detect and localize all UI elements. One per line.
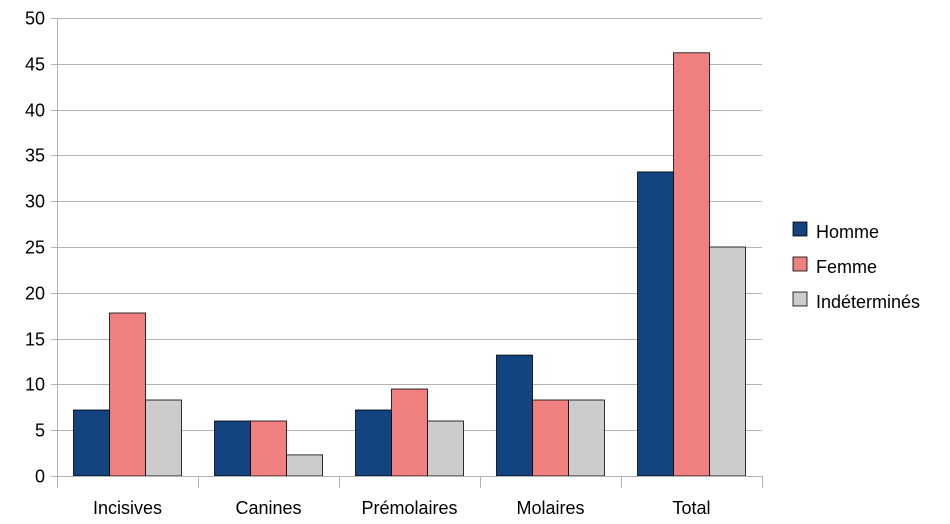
legend-swatch [792, 256, 808, 272]
bar-femme-prmolaires [391, 388, 428, 477]
y-tick-label: 25 [25, 238, 45, 258]
y-axis-ticks: 0 5 10 15 20 25 30 35 40 45 50 [25, 9, 45, 487]
x-tick-label: Incisives [93, 498, 162, 518]
y-tick-label: 50 [25, 9, 45, 29]
bars [73, 52, 746, 477]
y-tick-label: 5 [35, 421, 45, 441]
y-tick-label: 45 [25, 55, 45, 75]
bar-femme-incisives [109, 312, 146, 477]
bar-homme-canines [214, 420, 251, 477]
legend-label: Indéterminés [816, 292, 920, 312]
bar-homme-incisives [73, 409, 110, 477]
legend: Homme Femme Indéterminés [792, 221, 920, 312]
axes [51, 18, 763, 488]
y-tick-label: 40 [25, 101, 45, 121]
bar-femme-canines [250, 420, 287, 477]
bar-homme-molaires [496, 354, 533, 477]
bar-indtermins-total [709, 246, 746, 477]
y-tick-label: 20 [25, 284, 45, 304]
x-tick-label: Molaires [516, 498, 584, 518]
y-tick-label: 35 [25, 146, 45, 166]
bar-femme-total [673, 52, 710, 477]
x-tick-label: Total [672, 498, 710, 518]
x-tick-label: Canines [235, 498, 301, 518]
bar-indtermins-canines [286, 454, 323, 477]
y-tick-label: 30 [25, 192, 45, 212]
legend-swatch [792, 291, 808, 307]
x-tick-label: Prémolaires [361, 498, 457, 518]
bar-femme-molaires [532, 399, 569, 477]
bar-indtermins-prmolaires [427, 420, 464, 477]
bar-homme-total [637, 171, 674, 477]
y-tick-label: 0 [35, 467, 45, 487]
y-tick-label: 15 [25, 330, 45, 350]
bar-indtermins-incisives [145, 399, 182, 477]
legend-label: Femme [816, 257, 877, 277]
bar-homme-prmolaires [355, 409, 392, 477]
x-axis-ticks: Incisives Canines Prémolaires Molaires Total [93, 498, 711, 518]
y-tick-label: 10 [25, 375, 45, 395]
bar-indtermins-molaires [568, 399, 605, 477]
legend-label: Homme [816, 222, 879, 242]
legend-swatch [792, 221, 808, 237]
